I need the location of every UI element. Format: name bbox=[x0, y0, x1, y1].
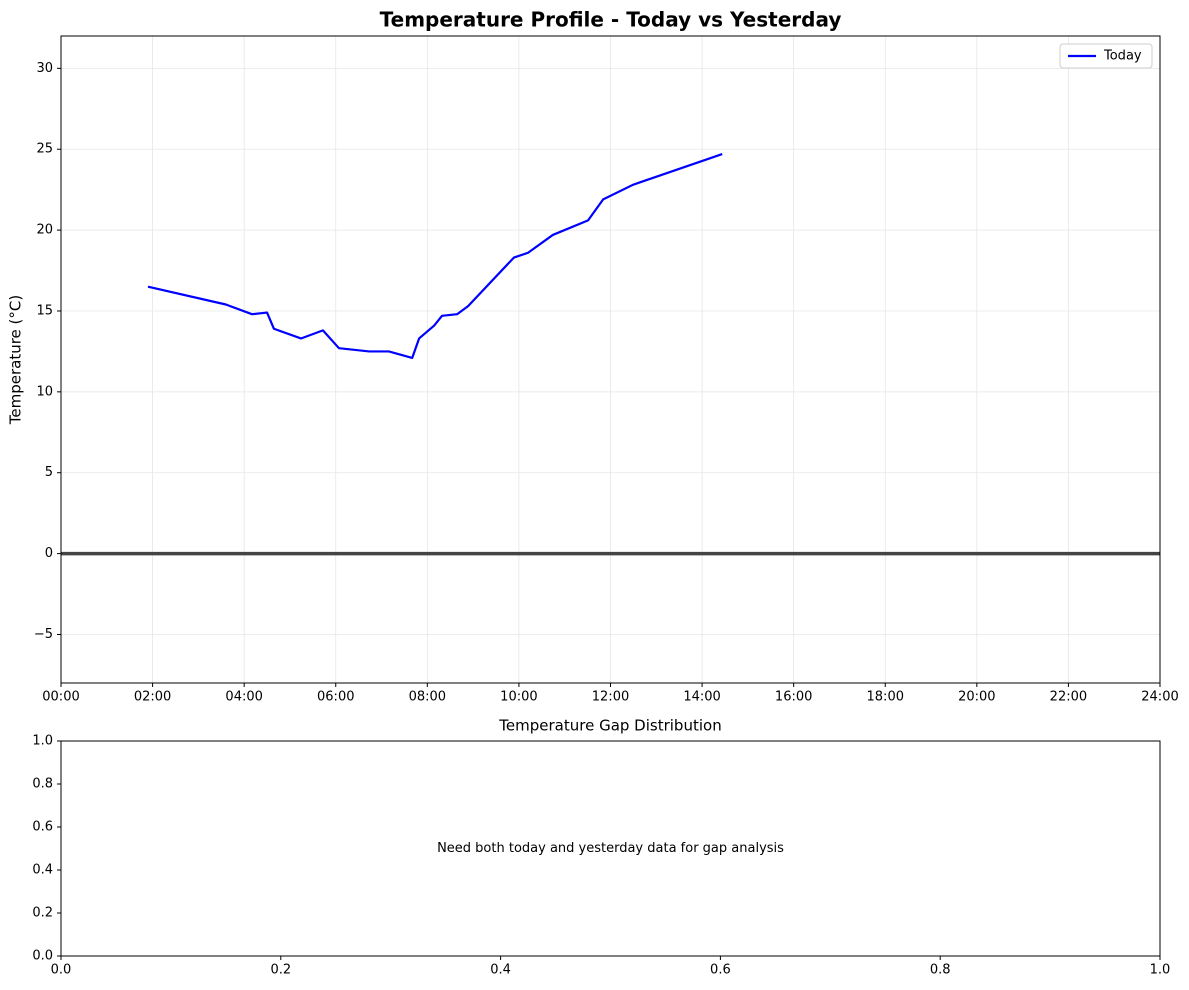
y-tick-label: 30 bbox=[36, 61, 53, 76]
chart-title: Temperature Gap Distribution bbox=[498, 717, 721, 735]
x-tick-label: 0.6 bbox=[710, 963, 731, 978]
y-tick-label: 0.0 bbox=[32, 949, 53, 964]
y-tick-label: 10 bbox=[36, 384, 53, 399]
x-tick-label: 18:00 bbox=[867, 690, 904, 705]
y-tick-label: 0 bbox=[45, 546, 53, 561]
legend-box bbox=[1059, 43, 1153, 69]
x-tick-label: 04:00 bbox=[225, 690, 262, 705]
y-tick-label: 1.0 bbox=[32, 734, 53, 749]
chart-title: Temperature Profile - Today vs Yesterday bbox=[380, 8, 842, 32]
x-tick-label: 14:00 bbox=[683, 690, 720, 705]
x-tick-label: 22:00 bbox=[1050, 690, 1087, 705]
x-tick-label: 1.0 bbox=[1150, 963, 1171, 978]
y-tick-label: 15 bbox=[36, 303, 53, 318]
empty-message: Need both today and yesterday data for g… bbox=[437, 841, 784, 856]
x-tick-label: 0.4 bbox=[490, 963, 511, 978]
x-tick-label: 10:00 bbox=[500, 690, 537, 705]
y-tick-label: 0.8 bbox=[32, 777, 53, 792]
plot-frame bbox=[60, 35, 1161, 684]
y-tick-label: 0.4 bbox=[32, 863, 53, 878]
x-tick-label: 16:00 bbox=[775, 690, 812, 705]
x-tick-label: 0.8 bbox=[930, 963, 951, 978]
x-tick-label: 12:00 bbox=[592, 690, 629, 705]
x-tick-label: 02:00 bbox=[134, 690, 171, 705]
y-tick-label: 0.2 bbox=[32, 906, 53, 921]
series-line bbox=[147, 153, 723, 359]
y-tick-label: 20 bbox=[36, 223, 53, 238]
y-tick-label: 5 bbox=[45, 465, 53, 480]
x-tick-label: 0.0 bbox=[51, 963, 72, 978]
plot-frame bbox=[60, 740, 1161, 957]
y-tick-label: −5 bbox=[34, 627, 53, 642]
x-tick-label: 08:00 bbox=[409, 690, 446, 705]
x-tick-label: 00:00 bbox=[42, 690, 79, 705]
x-tick-label: 24:00 bbox=[1141, 690, 1178, 705]
y-axis-label: Temperature (°C) bbox=[7, 295, 25, 425]
x-tick-label: 06:00 bbox=[317, 690, 354, 705]
y-tick-label: 25 bbox=[36, 142, 53, 157]
legend-label: Today bbox=[1103, 49, 1142, 64]
x-tick-label: 0.2 bbox=[270, 963, 291, 978]
x-tick-label: 20:00 bbox=[958, 690, 995, 705]
y-tick-label: 0.6 bbox=[32, 820, 53, 835]
